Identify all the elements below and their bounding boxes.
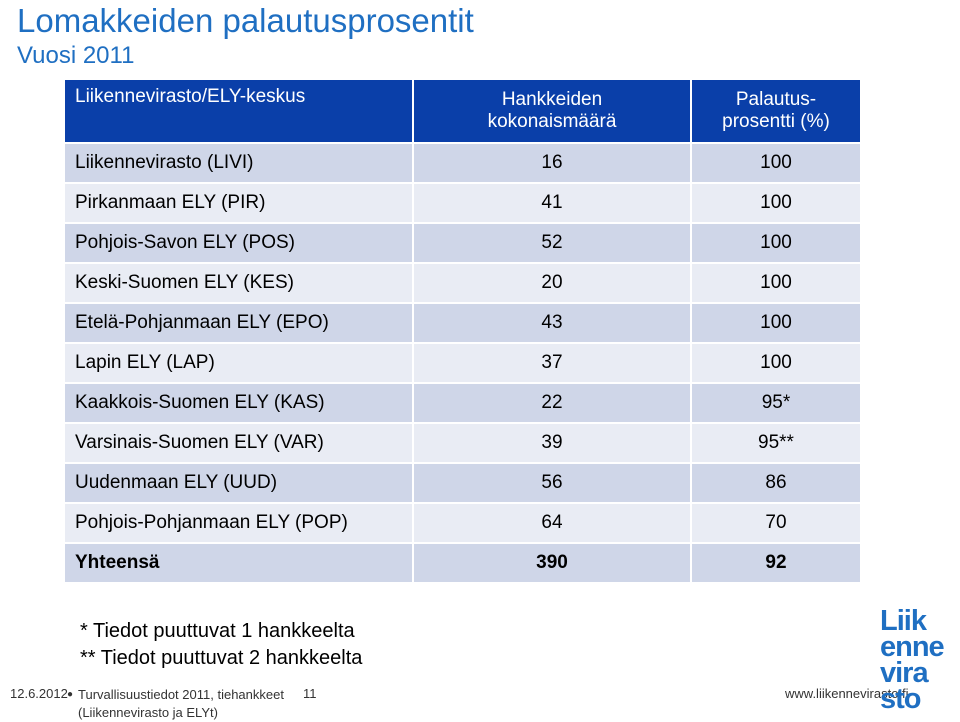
logo-line-3: vira (880, 657, 929, 689)
cell-organization: Lapin ELY (LAP) (63, 342, 414, 384)
footnote-1: * Tiedot puuttuvat 1 hankkeelta (80, 620, 355, 642)
cell-return-percentage: 100 (690, 222, 862, 264)
cell-project-count: 43 (412, 302, 692, 344)
page-subtitle: Vuosi 2011 (17, 42, 135, 69)
footer-description: Turvallisuustiedot 2011, tiehankkeet (Li… (78, 686, 284, 722)
cell-organization: Kaakkois-Suomen ELY (KAS) (63, 382, 414, 424)
data-table: Liikennevirasto/ELY-keskus Hankkeiden ko… (63, 78, 862, 584)
cell-return-percentage: 100 (690, 262, 862, 304)
table-row: Etelä-Pohjanmaan ELY (EPO) 43 100 (63, 302, 862, 344)
logo-line-1: Liik (880, 605, 927, 637)
header-return-percentage-line1: Palautus- (735, 89, 817, 110)
total-label: Yhteensä (63, 542, 414, 584)
cell-organization: Pohjois-Pohjanmaan ELY (POP) (63, 502, 414, 544)
cell-organization: Varsinais-Suomen ELY (VAR) (63, 422, 414, 464)
cell-project-count: 52 (412, 222, 692, 264)
table-row: Pohjois-Pohjanmaan ELY (POP) 64 70 (63, 502, 862, 544)
cell-project-count: 41 (412, 182, 692, 224)
cell-organization: Etelä-Pohjanmaan ELY (EPO) (63, 302, 414, 344)
cell-project-count: 16 (412, 142, 692, 184)
cell-project-count: 56 (412, 462, 692, 504)
header-project-count: Hankkeiden kokonaismäärä (412, 78, 692, 144)
cell-project-count: 20 (412, 262, 692, 304)
footer-description-line2: (Liikennevirasto ja ELYt) (78, 705, 218, 720)
logo-line-4: sto (880, 683, 922, 715)
cell-return-percentage: 86 (690, 462, 862, 504)
liikennevirasto-logo: Liik enne vira sto (880, 605, 956, 715)
footnotes: * Tiedot puuttuvat 1 hankkeelta ** Tiedo… (80, 618, 362, 672)
footer-date: 12.6.2012 (10, 686, 68, 701)
header-project-count-line2: kokonaismäärä (487, 111, 617, 132)
table-row: Uudenmaan ELY (UUD) 56 86 (63, 462, 862, 504)
table-row: Liikennevirasto (LIVI) 16 100 (63, 142, 862, 184)
page-title: Lomakkeiden palautusprosentit (17, 2, 474, 39)
header-project-count-line1: Hankkeiden (501, 89, 603, 110)
cell-return-percentage: 100 (690, 342, 862, 384)
cell-return-percentage: 100 (690, 302, 862, 344)
cell-organization: Keski-Suomen ELY (KES) (63, 262, 414, 304)
cell-return-percentage: 100 (690, 182, 862, 224)
footer-url: www.liikennevirasto.fi (785, 686, 909, 701)
cell-return-percentage: 100 (690, 142, 862, 184)
table-header-row: Liikennevirasto/ELY-keskus Hankkeiden ko… (63, 78, 862, 144)
cell-organization: Liikennevirasto (LIVI) (63, 142, 414, 184)
footer-description-line1: Turvallisuustiedot 2011, tiehankkeet (78, 687, 284, 702)
cell-return-percentage: 95** (690, 422, 862, 464)
table-row: Pohjois-Savon ELY (POS) 52 100 (63, 222, 862, 264)
table-row: Keski-Suomen ELY (KES) 20 100 (63, 262, 862, 304)
cell-organization: Pirkanmaan ELY (PIR) (63, 182, 414, 224)
table-row: Lapin ELY (LAP) 37 100 (63, 342, 862, 384)
table-row: Kaakkois-Suomen ELY (KAS) 22 95* (63, 382, 862, 424)
cell-return-percentage: 70 (690, 502, 862, 544)
total-return-percentage: 92 (690, 542, 862, 584)
header-return-percentage-line2: prosentti (%) (722, 111, 830, 132)
header-organization: Liikennevirasto/ELY-keskus (63, 78, 414, 144)
cell-project-count: 64 (412, 502, 692, 544)
total-project-count: 390 (412, 542, 692, 584)
table-row: Varsinais-Suomen ELY (VAR) 39 95** (63, 422, 862, 464)
cell-project-count: 22 (412, 382, 692, 424)
cell-project-count: 37 (412, 342, 692, 384)
cell-return-percentage: 95* (690, 382, 862, 424)
cell-organization: Uudenmaan ELY (UUD) (63, 462, 414, 504)
footer-page-number: 11 (303, 686, 317, 701)
cell-project-count: 39 (412, 422, 692, 464)
footnote-2: ** Tiedot puuttuvat 2 hankkeelta (80, 647, 363, 669)
table-row: Pirkanmaan ELY (PIR) 41 100 (63, 182, 862, 224)
cell-organization: Pohjois-Savon ELY (POS) (63, 222, 414, 264)
table-total-row: Yhteensä 390 92 (63, 542, 862, 584)
logo-line-2: enne (880, 631, 945, 663)
footer-bullet: ● (67, 689, 74, 700)
header-return-percentage: Palautus- prosentti (%) (690, 78, 862, 144)
